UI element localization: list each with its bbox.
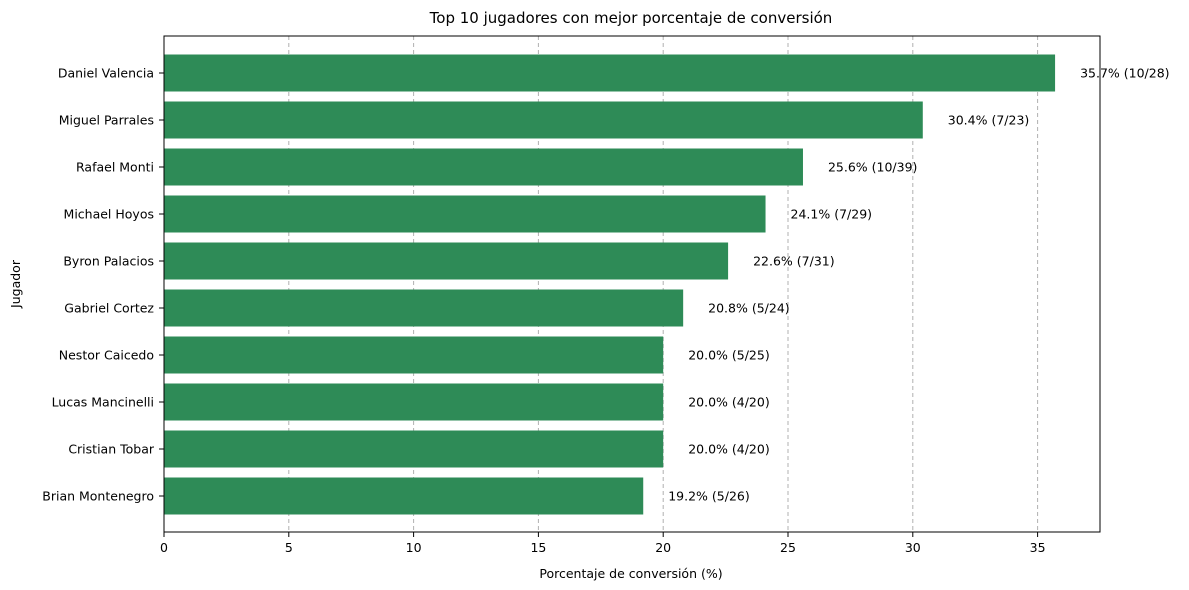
bar <box>164 148 803 186</box>
y-tick-label: Nestor Caicedo <box>59 348 154 363</box>
x-axis-title: Porcentaje de conversión (%) <box>539 566 722 581</box>
y-tick-label: Miguel Parrales <box>59 113 154 128</box>
data-label: 22.6% (7/31) <box>753 254 835 269</box>
data-label: 20.0% (5/25) <box>688 348 770 363</box>
x-axis-ticks: 0 5 10 15 20 25 30 35 <box>160 532 1046 555</box>
y-tick-label: Gabriel Cortez <box>64 301 154 316</box>
bar <box>164 430 664 468</box>
bar <box>164 54 1056 92</box>
x-tick-label: 10 <box>406 540 422 555</box>
x-tick-label: 35 <box>1030 540 1046 555</box>
data-label: 19.2% (5/26) <box>668 489 750 504</box>
x-tick-label: 5 <box>285 540 293 555</box>
data-labels: 35.7% (10/28) 30.4% (7/23) 25.6% (10/39) 24… <box>668 66 1169 504</box>
bars <box>164 54 1056 515</box>
data-label: 20.0% (4/20) <box>688 395 770 410</box>
x-tick-label: 20 <box>655 540 671 555</box>
bar <box>164 195 766 233</box>
y-tick-label: Cristian Tobar <box>68 442 155 457</box>
data-label: 35.7% (10/28) <box>1080 66 1169 81</box>
y-tick-label: Daniel Valencia <box>58 66 154 81</box>
bar <box>164 477 644 515</box>
y-tick-label: Michael Hoyos <box>64 207 154 222</box>
y-tick-label: Byron Palacios <box>63 254 154 269</box>
bar <box>164 289 684 327</box>
y-axis-title: Jugador <box>8 259 23 309</box>
plot-frame <box>163 35 1101 533</box>
bar <box>164 383 664 421</box>
x-tick-label: 25 <box>780 540 796 555</box>
x-tick-label: 15 <box>530 540 546 555</box>
data-label: 20.0% (4/20) <box>688 442 770 457</box>
x-tick-label: 0 <box>160 540 168 555</box>
y-tick-label: Brian Montenegro <box>42 489 154 504</box>
bar <box>164 242 729 280</box>
y-tick-label: Rafael Monti <box>76 160 154 175</box>
x-tick-label: 30 <box>905 540 921 555</box>
y-axis-ticks: Daniel Valencia Miguel Parrales Rafael Mon… <box>42 66 164 504</box>
data-label: 20.8% (5/24) <box>708 301 790 316</box>
bar <box>164 336 664 374</box>
bar <box>164 101 923 139</box>
data-label: 24.1% (7/29) <box>791 207 873 222</box>
y-tick-label: Lucas Mancinelli <box>52 395 154 410</box>
chart-title: Top 10 jugadores con mejor porcentaje de… <box>429 9 833 27</box>
data-label: 25.6% (10/39) <box>828 160 917 175</box>
data-label: 30.4% (7/23) <box>948 113 1030 128</box>
